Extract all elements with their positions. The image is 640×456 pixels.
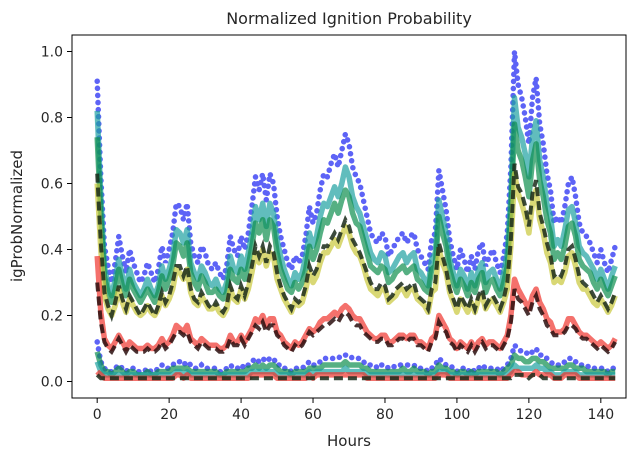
y-tick-label: 1.0: [41, 45, 63, 61]
x-tick-label: 140: [587, 407, 614, 423]
x-tick-label: 0: [93, 407, 102, 423]
x-tick-label: 20: [160, 407, 178, 423]
series-line-6: [95, 282, 617, 356]
y-tick-label: 0.8: [41, 111, 63, 127]
axes-frame: [71, 34, 627, 399]
x-tick-label: 80: [376, 407, 394, 423]
y-tick-label: 0.0: [41, 375, 63, 391]
series-line-2: [94, 121, 618, 306]
x-tick-label: 120: [516, 407, 543, 423]
y-tick-label: 0.6: [41, 177, 63, 193]
y-tick-label: 0.2: [41, 309, 63, 325]
y-axis-label: igProbNormalized: [8, 150, 26, 282]
x-tick-label: 40: [232, 407, 250, 423]
x-tick-label: 60: [304, 407, 322, 423]
plot-area: [94, 51, 618, 381]
series-line-7: [94, 339, 618, 376]
axes: 0 20 40 60 80 100 120 140 0.0 0.2 0.4 0.6 0.8 1.0: [41, 45, 614, 424]
series-line-0: [94, 51, 618, 292]
series-line-8: [94, 351, 616, 378]
series-line-4: [95, 163, 618, 323]
series-line-11: [95, 372, 616, 381]
chart-title: Normalized Ignition Probability: [226, 9, 472, 28]
x-axis-label: Hours: [327, 432, 371, 450]
x-tick-label: 100: [444, 407, 471, 423]
y-tick-label: 0.4: [41, 243, 63, 259]
